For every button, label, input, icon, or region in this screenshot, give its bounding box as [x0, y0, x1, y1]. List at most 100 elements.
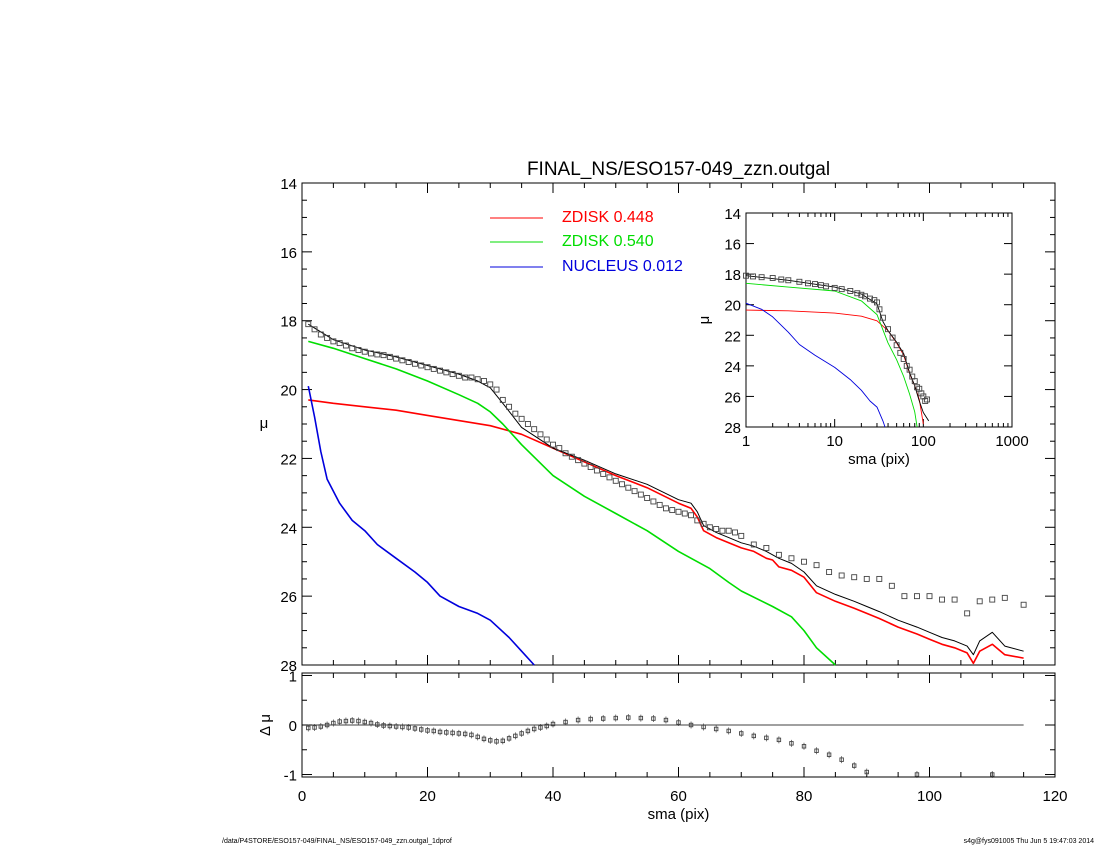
observed-point — [518, 415, 525, 422]
file-path-footer: /data/P4STORE/ESO157-049/FINAL_NS/ESO157… — [222, 838, 452, 845]
inset-observed-point — [785, 277, 792, 284]
observed-point — [424, 364, 431, 371]
y-tick-label: 16 — [280, 245, 297, 262]
observed-point — [939, 596, 945, 603]
inset-observed-point — [911, 378, 918, 385]
y-tick-label: -1 — [284, 768, 297, 785]
series-line-2 — [307, 385, 535, 666]
observed-point — [487, 381, 494, 388]
x-tick-label: 100 — [917, 788, 942, 805]
inset-observed-point — [879, 314, 886, 321]
y-tick-label: 14 — [724, 206, 741, 223]
observed-point — [506, 403, 513, 410]
inset-observed-point — [847, 288, 854, 294]
observed-point — [876, 575, 883, 582]
observed-point — [317, 331, 324, 338]
observed-point — [675, 508, 682, 515]
observed-point — [374, 351, 381, 358]
observed-point — [650, 498, 657, 505]
inset-observed-point — [924, 396, 930, 403]
y-tick-label: 28 — [280, 658, 297, 675]
y-tick-label: 20 — [724, 298, 741, 315]
observed-point — [524, 421, 531, 427]
observed-point — [361, 348, 368, 355]
observed-point — [468, 374, 475, 381]
observed-point — [342, 342, 349, 349]
inset-observed-point — [900, 356, 907, 362]
observed-point — [568, 453, 575, 460]
observed-point — [575, 457, 582, 464]
observed-point — [543, 436, 550, 443]
observed-point — [587, 464, 594, 470]
inset-series-line-1 — [745, 282, 918, 428]
y-tick-label: 20 — [280, 383, 297, 400]
observed-point — [386, 353, 393, 360]
x-tick-label: 100 — [911, 433, 936, 450]
observed-point — [562, 450, 569, 457]
observed-point — [349, 345, 356, 352]
observed-point — [951, 596, 958, 603]
observed-point — [669, 507, 676, 514]
inset-panel: 14 16 18 20 22 24 26 281 10 100 1000 sma (pix) μ — [696, 206, 1029, 468]
x-tick-label: 120 — [1042, 788, 1067, 805]
observed-point — [481, 378, 487, 384]
legend-entry: ZDISK 0.448 — [562, 209, 654, 226]
observed-point — [405, 359, 412, 365]
inset-observed-point — [867, 295, 873, 302]
inset-observed-point — [831, 284, 838, 291]
observed-point — [851, 574, 858, 581]
inset-observed-point — [758, 274, 765, 281]
observed-point — [474, 376, 481, 383]
residual-y-axis-label: Δ μ — [257, 714, 274, 736]
inset-observed-point — [805, 280, 811, 287]
observed-point — [437, 367, 443, 374]
observed-point — [914, 593, 920, 600]
inset-observed-point — [885, 326, 891, 333]
inset-observed-point — [858, 291, 865, 298]
observed-point — [750, 541, 757, 548]
observed-point — [888, 582, 895, 589]
observed-point — [826, 569, 833, 575]
x-tick-label: 1000 — [995, 433, 1028, 450]
x-axis-label: sma (pix) — [848, 451, 910, 468]
observed-point — [556, 445, 563, 452]
observed-point — [455, 372, 462, 379]
inset-observed-point — [854, 290, 861, 297]
y-tick-label: 14 — [280, 176, 297, 193]
inset-observed-point — [823, 283, 830, 290]
observed-point — [706, 524, 713, 531]
inset-observed-point — [874, 299, 880, 306]
observed-point — [964, 610, 971, 617]
observed-point — [581, 460, 588, 467]
inset-observed-point — [743, 272, 749, 279]
observed-point — [593, 467, 600, 474]
observed-point — [725, 527, 732, 534]
y-tick-label: 28 — [724, 420, 741, 437]
y-tick-label: 0 — [289, 718, 297, 735]
observed-point — [311, 326, 318, 333]
observed-point — [412, 360, 418, 367]
chart-title: FINAL_NS/ESO157-049_zzn.outgal — [527, 159, 830, 180]
inset-observed-point — [812, 281, 818, 288]
observed-point — [976, 598, 983, 605]
observed-point — [393, 355, 400, 362]
observed-point — [644, 495, 651, 501]
observed-point — [719, 527, 726, 534]
observed-point — [738, 532, 745, 539]
observed-point — [863, 575, 870, 582]
observed-point — [619, 481, 625, 488]
observed-point — [324, 334, 331, 341]
inset-panel-frame — [745, 212, 1013, 428]
observed-point — [606, 474, 613, 481]
x-axis-label: sma (pix) — [648, 806, 710, 823]
inset-observed-point — [769, 275, 776, 281]
y-tick-label: 16 — [724, 237, 741, 254]
observed-point — [637, 491, 644, 498]
inset-observed-point — [876, 306, 883, 313]
observed-point — [1020, 601, 1027, 608]
y-tick-label: 22 — [724, 328, 741, 345]
observed-point — [449, 371, 456, 378]
legend-entry: ZDISK 0.540 — [562, 233, 654, 250]
observed-point — [1001, 594, 1008, 601]
